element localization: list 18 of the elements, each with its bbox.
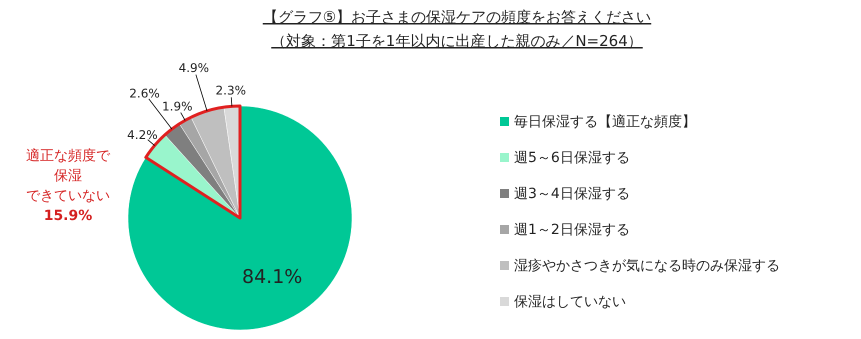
data-label: 1.9% bbox=[162, 99, 193, 114]
legend-label: 週5～6日保湿する bbox=[514, 150, 630, 166]
data-label: 4.2% bbox=[127, 128, 158, 142]
legend-label: 週3～4日保湿する bbox=[514, 186, 630, 202]
chart-subtitle: （対象：第1子を1年以内に出産した親のみ／N=264） bbox=[271, 32, 643, 50]
text: 15.9% bbox=[44, 208, 92, 224]
text: できていない bbox=[26, 188, 110, 204]
data-label: 84.1% bbox=[242, 266, 302, 288]
text: 保湿 bbox=[54, 168, 82, 184]
legend-label: 湿疹やかさつきが気になる時のみ保湿する bbox=[514, 258, 780, 274]
data-label: 4.9% bbox=[178, 60, 210, 75]
legend-label: 週1～2日保湿する bbox=[514, 222, 630, 238]
chart-title: 【グラフ⑤】お子さまの保湿ケアの頻度をお答えください bbox=[262, 8, 652, 26]
legend-label: 毎日保湿する【適正な頻度】 bbox=[514, 114, 696, 130]
data-label: 2.6% bbox=[129, 86, 160, 100]
data-label: 2.3% bbox=[216, 83, 246, 98]
legend-label: 保湿はしていない bbox=[514, 294, 626, 310]
text: 適正な頻度で bbox=[26, 148, 111, 164]
